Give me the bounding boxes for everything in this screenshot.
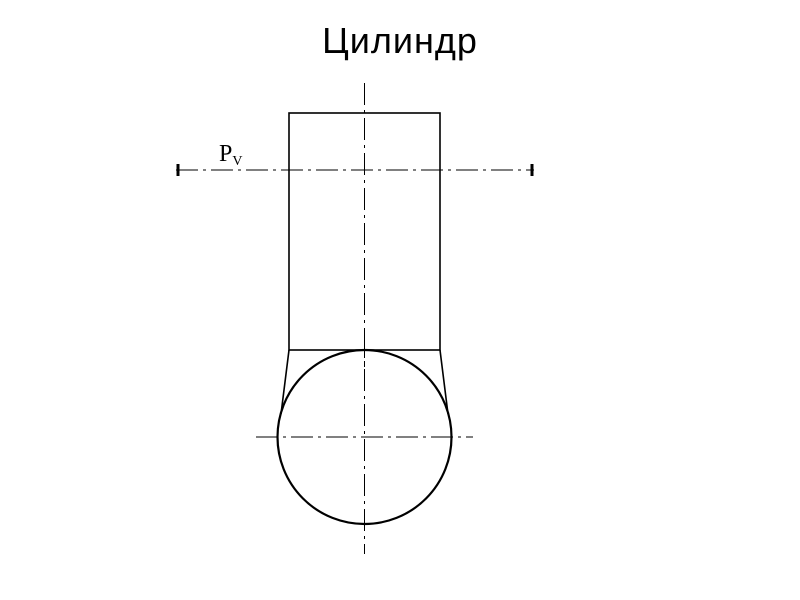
cylinder-diagram <box>0 0 800 600</box>
